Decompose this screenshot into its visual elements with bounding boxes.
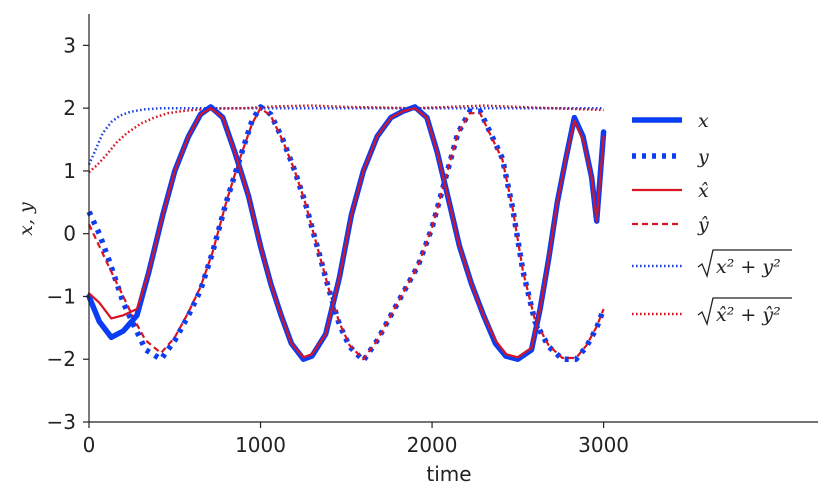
series-line-magnitude-hat [88, 104, 604, 174]
y-ticks: −3 −2 −1 0 1 2 3 [47, 33, 89, 434]
series-line-x-hat [87, 107, 605, 359]
y-tick-label: 0 [63, 222, 76, 246]
series-line-y-hat [88, 107, 605, 361]
y-tick-label: 2 [63, 96, 76, 120]
y-tick-label: −1 [47, 284, 76, 308]
legend-entry-magnitude-hat: x̂² + ŷ² [697, 297, 792, 327]
legend-label-y-hat: ŷ [697, 214, 709, 236]
x-axis-label: time [426, 462, 471, 486]
x-tick-label: 2000 [407, 433, 458, 457]
plot-area [86, 104, 607, 364]
y-axis-label: x, y [15, 202, 37, 236]
y-tick-label: −2 [47, 347, 76, 371]
y-tick-label: −3 [47, 410, 76, 434]
sqrt-symbol [697, 249, 792, 279]
legend-label-magnitude-hat: x̂² + ŷ² [716, 304, 781, 326]
y-tick-label: 3 [63, 33, 76, 57]
legend-label-x-hat: x̂ [698, 180, 709, 202]
x-ticks: 0 1000 2000 3000 [83, 422, 629, 457]
legend-label-magnitude: x² + y² [716, 256, 781, 278]
x-tick-label: 3000 [578, 433, 629, 457]
y-tick-label: 1 [63, 159, 76, 183]
series-line-x [86, 104, 607, 362]
x-tick-label: 0 [83, 433, 96, 457]
legend-label-y: y [697, 146, 709, 168]
x-tick-label: 1000 [235, 433, 286, 457]
legend-entry-magnitude: x² + y² [697, 249, 792, 279]
sqrt-symbol [697, 297, 792, 327]
legend-label-x: x [698, 110, 709, 132]
series-line-magnitude [87, 106, 604, 166]
legend: xy x̂ ŷ x² + y² x̂² + ŷ² [632, 110, 792, 327]
